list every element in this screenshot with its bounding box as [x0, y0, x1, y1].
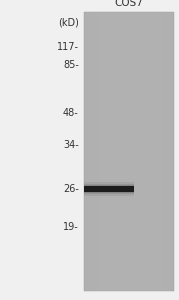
Text: 117-: 117-	[57, 41, 79, 52]
Bar	[90, 12, 93, 291]
Bar	[147, 12, 150, 291]
Bar	[84, 184, 134, 186]
Bar	[141, 12, 144, 291]
Bar	[138, 12, 141, 291]
Bar	[144, 12, 147, 291]
Text: 34-: 34-	[63, 140, 79, 151]
Text: 85-: 85-	[63, 59, 79, 70]
Bar	[102, 12, 105, 291]
Bar	[165, 12, 168, 291]
Bar	[114, 12, 117, 291]
Bar	[108, 12, 111, 291]
Bar	[84, 12, 174, 291]
Bar	[159, 12, 162, 291]
Bar	[126, 12, 129, 291]
Bar	[132, 12, 135, 291]
Bar	[150, 12, 153, 291]
Bar	[84, 182, 134, 186]
Bar	[162, 12, 165, 291]
Text: (kD): (kD)	[58, 17, 79, 28]
Text: 26-: 26-	[63, 184, 79, 194]
Bar	[84, 192, 134, 194]
Text: 19-: 19-	[63, 221, 79, 232]
Bar	[84, 192, 134, 193]
Bar	[84, 185, 134, 186]
Bar	[84, 12, 87, 291]
Bar	[111, 12, 114, 291]
Bar	[153, 12, 156, 291]
Bar	[87, 12, 90, 291]
Bar	[156, 12, 159, 291]
Bar	[120, 12, 123, 291]
Bar	[99, 12, 102, 291]
Bar	[168, 12, 171, 291]
Text: 48-: 48-	[63, 107, 79, 118]
Bar	[117, 12, 120, 291]
Bar	[93, 12, 96, 291]
Bar	[84, 192, 134, 196]
Bar	[135, 12, 138, 291]
Bar	[105, 12, 108, 291]
Text: COS7: COS7	[114, 0, 143, 8]
Bar	[171, 12, 174, 291]
Bar	[96, 12, 99, 291]
Bar	[123, 12, 126, 291]
Bar	[84, 186, 134, 192]
Bar	[129, 12, 132, 291]
